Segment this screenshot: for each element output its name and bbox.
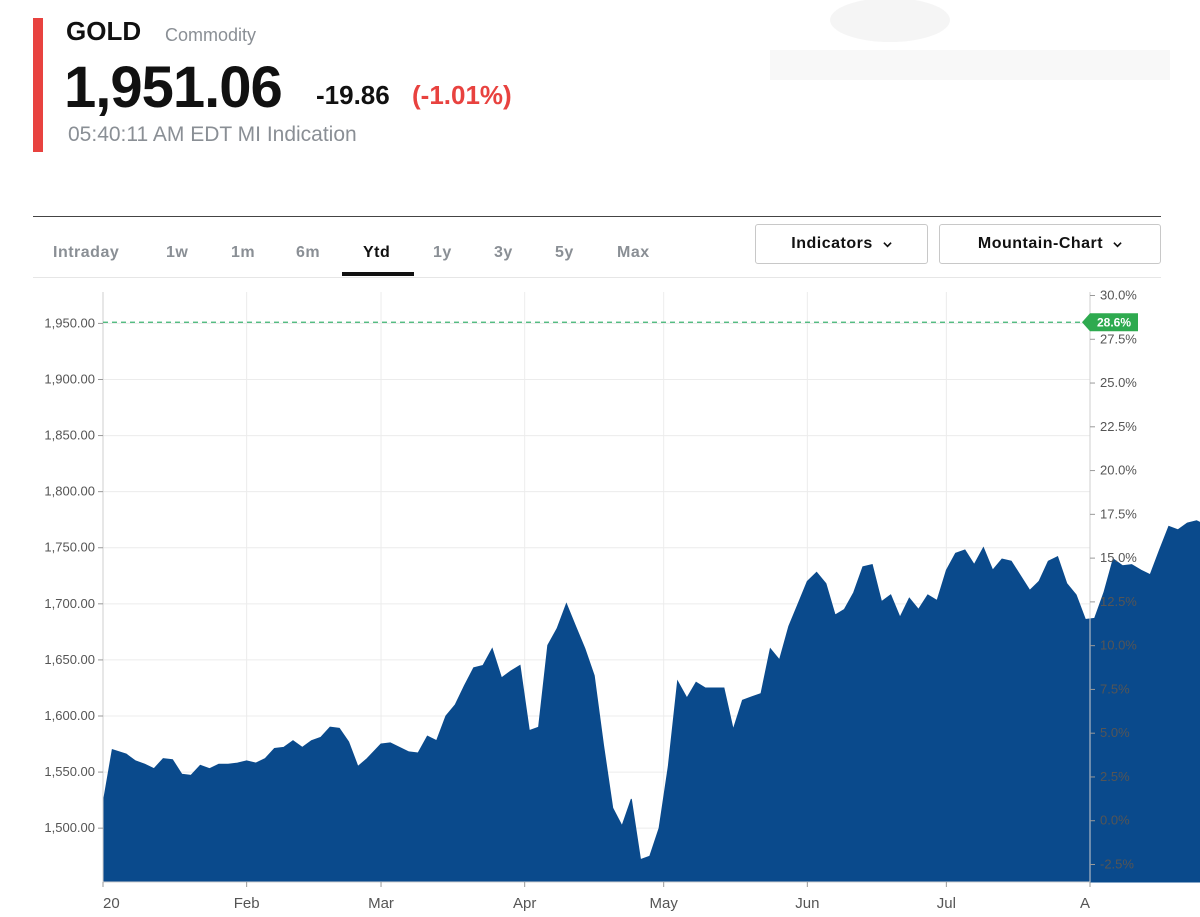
x-tick-label: Feb [234, 895, 260, 912]
tab-1w[interactable]: 1w [166, 244, 189, 261]
tab-6m[interactable]: 6m [296, 244, 321, 261]
accent-bar [33, 18, 43, 152]
chart-type-label: Mountain-Chart [977, 235, 1104, 252]
y-left-tick-label: 1,550.00 [44, 764, 95, 779]
price-area-series [102, 520, 1200, 883]
tab-1m[interactable]: 1m [231, 244, 256, 261]
y-left-tick-label: 1,700.00 [44, 596, 95, 611]
y-right-tick-label: 2.5% [1100, 769, 1130, 784]
indicators-label: Indicators [791, 235, 873, 252]
tab-5y[interactable]: 5y [555, 244, 574, 261]
active-tab-indicator [342, 272, 414, 276]
y-right-tick-label: 7.5% [1100, 681, 1130, 696]
y-right-tick-label: 15.0% [1100, 550, 1137, 565]
x-tick-label: Mar [368, 895, 394, 912]
x-tick-label: 20 [103, 895, 120, 912]
y-left-tick-label: 1,850.00 [44, 428, 95, 443]
y-right-tick-label: 22.5% [1100, 419, 1137, 434]
y-right-tick-label: 10.0% [1100, 638, 1137, 653]
price-change: -19.86 [316, 80, 390, 110]
y-left-tick-label: 1,650.00 [44, 652, 95, 667]
y-right-tick-label: 20.0% [1100, 463, 1137, 478]
y-right-tick-label: 12.5% [1100, 594, 1137, 609]
tab-1y[interactable]: 1y [433, 244, 452, 261]
faded-background-graphic [770, 0, 1170, 80]
y-left-tick-label: 1,600.00 [44, 708, 95, 723]
y-left-tick-label: 1,800.00 [44, 484, 95, 499]
y-right-tick-label: 25.0% [1100, 375, 1137, 390]
y-left-tick-label: 1,500.00 [44, 820, 95, 835]
y-right-tick-label: 5.0% [1100, 725, 1130, 740]
y-right-tick-label: 30.0% [1100, 288, 1137, 303]
y-right-tick-label: 0.0% [1100, 813, 1130, 828]
instrument-symbol: GOLD [66, 16, 142, 46]
tab-intraday[interactable]: Intraday [53, 244, 120, 261]
gold-price-chart: 1,500.00 1,550.00 1,600.00 1,650.00 1,700.00… [44, 288, 1200, 912]
quote-timestamp: 05:40:11 AM EDT MI Indication [68, 123, 357, 146]
chart-type-dropdown[interactable]: Mountain-Chart [939, 224, 1161, 264]
chevron-down-icon [1113, 241, 1122, 247]
tab-max[interactable]: Max [617, 244, 650, 261]
x-tick-label: Jun [795, 895, 819, 912]
tab-ytd[interactable]: Ytd [363, 244, 391, 261]
x-tick-label: A [1080, 895, 1090, 912]
y-right-tick-label: 17.5% [1100, 506, 1137, 521]
x-tick-label: May [650, 895, 679, 912]
y-left-tick-label: 1,900.00 [44, 371, 95, 386]
indicators-dropdown[interactable]: Indicators [755, 224, 928, 264]
y-right-tick-label: -2.5% [1100, 856, 1134, 871]
last-change-badge-label: 28.6% [1097, 316, 1131, 330]
y-left-tick-label: 1,950.00 [44, 315, 95, 330]
last-change-badge [1082, 313, 1138, 332]
chevron-down-icon [883, 241, 892, 247]
y-left-tick-label: 1,750.00 [44, 540, 95, 555]
last-price: 1,951.06 [64, 55, 283, 120]
tabs-baseline [33, 277, 1161, 278]
asset-type-label: Commodity [165, 25, 257, 45]
x-tick-label: Apr [513, 895, 536, 912]
price-change-percent: (-1.01%) [412, 80, 512, 110]
tab-3y[interactable]: 3y [494, 244, 513, 261]
header-divider [33, 216, 1161, 217]
y-right-tick-label: 27.5% [1100, 331, 1137, 346]
x-tick-label: Jul [937, 895, 956, 912]
